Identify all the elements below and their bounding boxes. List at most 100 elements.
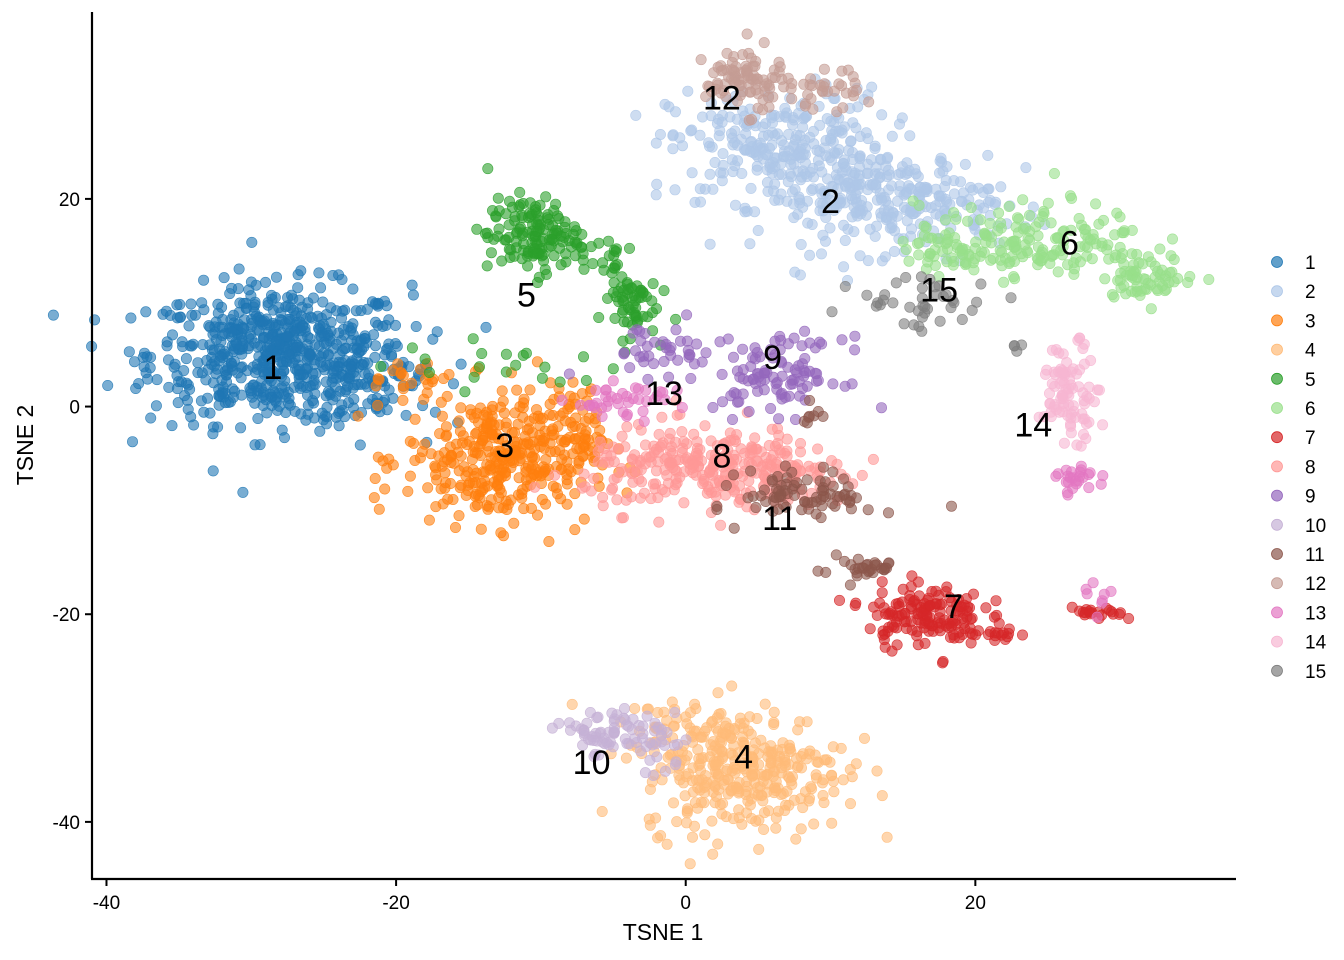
legend-item-1: 1 — [1271, 253, 1316, 274]
data-point — [750, 84, 762, 96]
data-point — [258, 315, 270, 327]
data-point — [292, 282, 304, 294]
data-point — [607, 363, 619, 375]
data-point — [734, 718, 746, 730]
data-point — [421, 387, 433, 399]
data-point — [406, 342, 418, 354]
x-axis-title: TSNE 1 — [623, 919, 704, 945]
data-point — [290, 341, 302, 353]
data-point — [617, 466, 629, 478]
data-point — [531, 356, 543, 368]
data-point — [862, 168, 874, 180]
data-point — [807, 125, 819, 137]
data-point — [511, 436, 523, 448]
data-point — [322, 348, 334, 360]
data-point — [682, 85, 694, 97]
data-point — [127, 436, 139, 448]
data-point — [497, 395, 509, 407]
data-point — [712, 759, 724, 771]
data-point — [715, 519, 727, 531]
data-point — [500, 366, 512, 378]
data-point — [647, 478, 659, 490]
data-point — [844, 798, 856, 810]
data-point — [906, 624, 918, 636]
data-point — [1042, 197, 1054, 209]
data-point — [275, 368, 287, 380]
data-point — [593, 311, 605, 323]
data-point — [744, 238, 756, 250]
data-point — [1098, 588, 1110, 600]
legend-swatch — [1271, 489, 1283, 502]
data-point — [644, 754, 656, 766]
legend-label: 13 — [1305, 603, 1326, 624]
data-point — [516, 253, 528, 265]
data-point — [468, 440, 480, 452]
data-point — [402, 485, 414, 497]
data-point — [833, 78, 845, 90]
legend-item-12: 12 — [1271, 574, 1326, 595]
data-point — [621, 316, 633, 328]
data-point — [624, 362, 636, 374]
data-point — [1075, 464, 1087, 476]
data-point — [826, 306, 838, 318]
data-point — [1080, 583, 1092, 595]
data-point — [845, 136, 857, 148]
data-point — [804, 249, 816, 261]
data-point — [493, 205, 505, 217]
data-point — [539, 361, 551, 373]
data-point — [913, 249, 925, 261]
data-point — [846, 193, 858, 205]
data-point — [1003, 257, 1015, 269]
data-point — [796, 382, 808, 394]
data-point — [419, 353, 431, 365]
data-point — [862, 184, 874, 196]
data-point — [533, 467, 545, 479]
data-point — [707, 786, 719, 798]
data-point — [474, 402, 486, 414]
cluster-label-5: 5 — [517, 276, 536, 314]
data-point — [740, 128, 752, 140]
data-point — [547, 409, 559, 421]
data-point — [957, 187, 969, 199]
data-point — [814, 336, 826, 348]
data-point — [844, 579, 856, 591]
data-point — [672, 354, 684, 366]
data-point — [836, 334, 848, 346]
data-point — [661, 838, 673, 850]
data-point — [1145, 303, 1157, 315]
data-point — [1123, 612, 1135, 624]
data-point — [824, 222, 836, 234]
data-point — [327, 365, 339, 377]
data-point — [372, 373, 384, 385]
data-point — [283, 348, 295, 360]
data-point — [812, 405, 824, 417]
legend-swatch — [1271, 518, 1283, 531]
data-point — [181, 377, 193, 389]
data-point — [866, 81, 878, 93]
data-point — [787, 198, 799, 210]
data-point — [740, 789, 752, 801]
data-point — [699, 829, 711, 841]
x-tick-label: 0 — [680, 893, 691, 914]
data-point — [980, 602, 992, 614]
data-point — [871, 765, 883, 777]
data-point — [578, 263, 590, 275]
data-point — [1079, 413, 1091, 425]
data-point — [1058, 437, 1070, 449]
data-point — [169, 358, 181, 370]
data-point — [1056, 374, 1068, 386]
data-point — [788, 158, 800, 170]
cluster-label-3: 3 — [495, 427, 514, 465]
data-point — [903, 255, 915, 267]
legend-label: 4 — [1305, 341, 1316, 362]
legend-item-8: 8 — [1271, 457, 1316, 478]
data-point — [839, 235, 851, 247]
data-point — [612, 398, 624, 410]
data-point — [309, 339, 321, 351]
data-point — [627, 393, 639, 405]
data-point — [568, 221, 580, 233]
data-point — [617, 335, 629, 347]
data-point — [1053, 406, 1065, 418]
data-point — [851, 570, 863, 582]
data-point — [630, 109, 642, 121]
